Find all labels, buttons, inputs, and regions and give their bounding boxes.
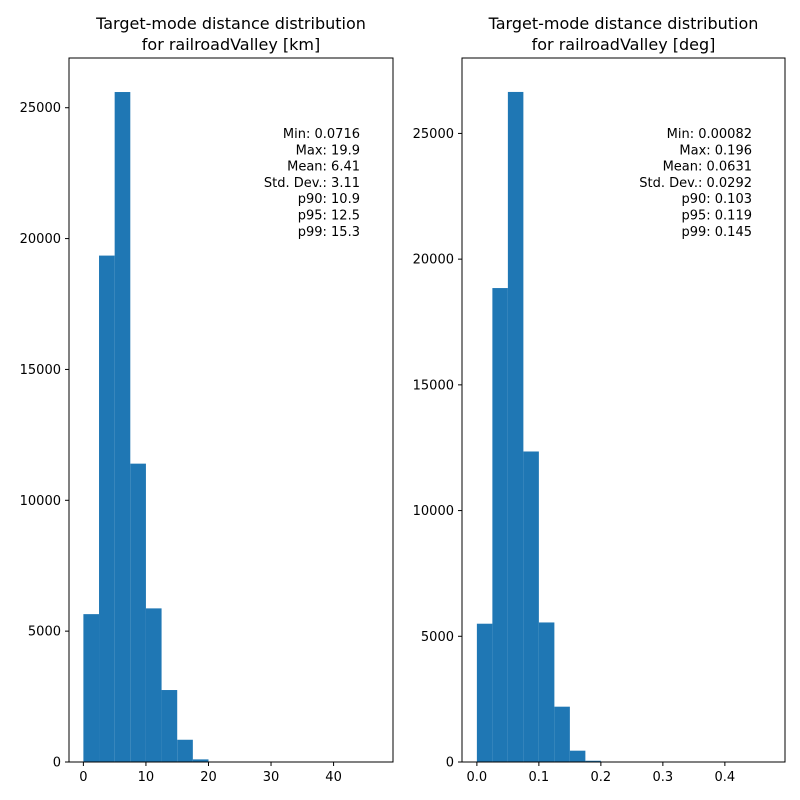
- y-tick-label: 15000: [20, 363, 61, 378]
- chart-title-line-1: Target-mode distance distribution: [488, 14, 759, 33]
- x-tick-label: 0.4: [715, 770, 736, 785]
- x-tick-label: 30: [263, 770, 280, 785]
- stats-line-1: Min: 0.00082: [667, 127, 752, 142]
- y-tick-label: 5000: [28, 625, 61, 640]
- stats-line-2: Max: 19.9: [296, 143, 360, 158]
- y-tick-label: 20000: [20, 232, 61, 247]
- y-tick-label: 10000: [20, 494, 61, 509]
- y-tick-label: 25000: [20, 101, 61, 116]
- histogram-bar-0: [476, 623, 493, 762]
- x-tick-label: 40: [325, 770, 342, 785]
- histogram-bar-7: [192, 759, 209, 762]
- histogram-bar-3: [130, 463, 146, 762]
- stats-line-7: p99: 15.3: [298, 225, 360, 240]
- chart-title-line-2: for railroadValley [deg]: [532, 35, 716, 54]
- stats-line-4: Std. Dev.: 3.11: [264, 176, 360, 191]
- histogram-bar-6: [569, 750, 586, 762]
- histogram-bar-2: [114, 92, 131, 762]
- x-tick-label: 0.3: [653, 770, 674, 785]
- stats-line-3: Mean: 0.0631: [663, 160, 752, 175]
- x-tick-label: 10: [138, 770, 155, 785]
- histogram-bar-4: [538, 622, 555, 762]
- x-tick-label: 0: [79, 770, 87, 785]
- stats-line-7: p99: 0.145: [681, 225, 752, 240]
- axes-frame: [461, 57, 786, 763]
- y-tick-label: 0: [53, 756, 61, 771]
- chart-title-line-2: for railroadValley [km]: [142, 35, 320, 54]
- histogram-bar-7: [585, 760, 601, 762]
- histogram-bar-1: [492, 288, 508, 762]
- stats-line-5: p90: 10.9: [298, 192, 360, 207]
- histogram-panel-km: Target-mode distance distribution for rai…: [20, 14, 394, 785]
- stats-line-6: p95: 0.119: [681, 209, 752, 224]
- stats-line-1: Min: 0.0716: [283, 127, 360, 142]
- histogram-bar-5: [161, 690, 178, 762]
- histogram-bar-2: [507, 91, 524, 762]
- histogram-bar-6: [177, 739, 193, 762]
- x-tick-label: 0.0: [467, 770, 488, 785]
- y-tick-label: 0: [446, 756, 454, 771]
- y-tick-label: 5000: [421, 630, 454, 645]
- axes-frame: [68, 57, 394, 763]
- y-tick-label: 25000: [413, 127, 454, 142]
- stats-line-4: Std. Dev.: 0.0292: [639, 176, 752, 191]
- stats-line-5: p90: 0.103: [681, 192, 752, 207]
- histogram-panel-deg: Target-mode distance distribution for rai…: [413, 14, 786, 785]
- chart-title-line-1: Target-mode distance distribution: [95, 14, 366, 33]
- x-tick-label: 0.1: [529, 770, 550, 785]
- histogram-bar-1: [99, 255, 115, 763]
- y-tick-label: 20000: [413, 253, 454, 268]
- stats-line-3: Mean: 6.41: [287, 160, 360, 175]
- histogram-bar-5: [554, 706, 570, 762]
- y-tick-label: 10000: [413, 504, 454, 519]
- histogram-bar-3: [523, 451, 539, 762]
- x-tick-label: 20: [200, 770, 217, 785]
- stats-line-6: p95: 12.5: [298, 209, 360, 224]
- histogram-bar-4: [145, 608, 162, 762]
- x-tick-label: 0.2: [591, 770, 612, 785]
- histogram-bar-0: [83, 614, 100, 762]
- stats-line-2: Max: 0.196: [679, 143, 752, 158]
- y-tick-label: 15000: [413, 378, 454, 393]
